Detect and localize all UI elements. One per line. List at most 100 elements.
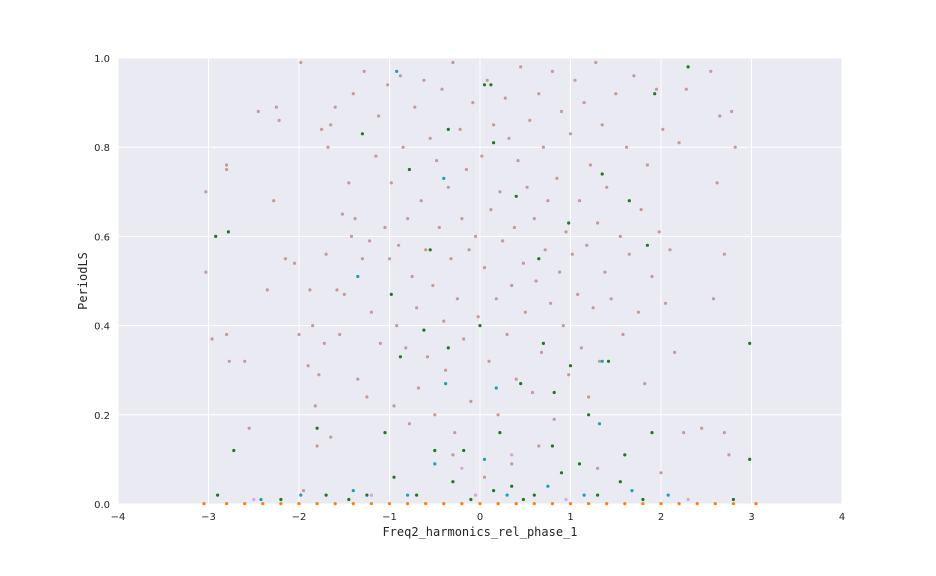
data-point: [730, 109, 734, 114]
data-point: [416, 386, 421, 390]
data-point: [532, 493, 536, 497]
x-tick-label: 4: [839, 512, 845, 523]
data-point: [645, 243, 650, 247]
data-point: [591, 306, 595, 310]
data-point: [731, 502, 736, 506]
x-tick-label: −3: [201, 512, 216, 523]
x-tick-label: 3: [748, 512, 754, 523]
data-point: [567, 373, 571, 377]
data-point: [514, 194, 518, 198]
data-point: [487, 359, 491, 363]
data-point: [329, 435, 333, 439]
data-point: [576, 292, 580, 296]
data-point: [265, 288, 269, 292]
data-point: [313, 404, 317, 408]
x-tick-label: 1: [567, 512, 573, 523]
data-point: [232, 448, 236, 453]
data-point: [401, 145, 405, 149]
data-point: [338, 332, 342, 337]
data-point: [550, 69, 555, 73]
data-point: [342, 292, 346, 296]
data-point: [582, 101, 586, 105]
data-point: [600, 172, 604, 176]
data-point: [482, 457, 487, 461]
data-point: [567, 221, 571, 225]
data-point: [650, 274, 654, 279]
data-point: [713, 502, 717, 506]
data-point: [546, 199, 550, 203]
y-tick-label: 0.8: [94, 143, 110, 154]
data-point: [510, 484, 514, 488]
data-point: [424, 248, 428, 252]
y-tick-label: 1.0: [94, 54, 110, 65]
data-point: [333, 502, 337, 506]
data-point: [537, 257, 541, 261]
data-point: [315, 444, 319, 448]
data-point: [731, 497, 736, 502]
data-point: [618, 480, 622, 484]
data-point: [451, 480, 455, 484]
data-point: [422, 328, 426, 332]
data-point: [247, 426, 251, 430]
data-point: [451, 60, 455, 65]
data-point: [277, 118, 281, 122]
data-point: [643, 382, 647, 386]
data-point: [406, 493, 410, 497]
data-point: [568, 502, 573, 506]
data-point: [748, 341, 752, 345]
data-point: [419, 199, 423, 203]
data-point: [587, 502, 591, 506]
y-tick-label: 0.4: [94, 322, 110, 333]
data-point: [512, 225, 517, 230]
data-point: [395, 69, 399, 73]
data-point: [585, 243, 589, 247]
data-point: [494, 386, 498, 390]
data-point: [383, 431, 387, 435]
data-point: [389, 292, 393, 296]
data-point: [673, 350, 677, 354]
data-point: [594, 60, 598, 65]
data-point: [356, 274, 360, 279]
data-point: [537, 92, 541, 96]
data-point: [392, 475, 396, 479]
data-point: [279, 497, 283, 502]
data-point: [653, 92, 657, 96]
data-point: [283, 257, 287, 261]
data-point: [668, 248, 672, 252]
data-point: [473, 234, 478, 238]
data-point: [722, 252, 727, 256]
data-point: [297, 332, 301, 337]
data-point: [299, 493, 303, 497]
data-point: [453, 431, 457, 435]
data-point: [558, 270, 562, 274]
data-point: [677, 141, 681, 145]
data-point: [514, 502, 518, 506]
data-point: [645, 163, 650, 167]
data-point: [505, 332, 509, 337]
data-point: [597, 422, 602, 426]
data-point: [444, 368, 448, 372]
data-point: [347, 497, 351, 502]
data-point: [627, 199, 631, 203]
data-point: [577, 462, 582, 466]
data-point: [216, 493, 220, 497]
data-point: [541, 145, 546, 149]
data-point: [272, 199, 276, 203]
data-point: [552, 417, 556, 421]
data-point: [659, 471, 663, 475]
data-point: [386, 83, 390, 87]
data-point: [225, 502, 229, 506]
data-point: [308, 288, 312, 292]
x-tick-labels: −4 −3 −2 −1 0 1 2 3 4: [111, 512, 846, 523]
data-point: [588, 163, 593, 167]
data-point: [480, 154, 484, 158]
data-point: [561, 324, 565, 328]
data-point: [404, 346, 408, 350]
data-point: [555, 176, 559, 180]
data-point: [301, 489, 306, 493]
data-point: [579, 346, 584, 350]
data-point: [632, 74, 636, 78]
y-tick-label: 0.0: [94, 500, 110, 511]
data-point: [274, 105, 278, 109]
data-point: [356, 377, 360, 381]
